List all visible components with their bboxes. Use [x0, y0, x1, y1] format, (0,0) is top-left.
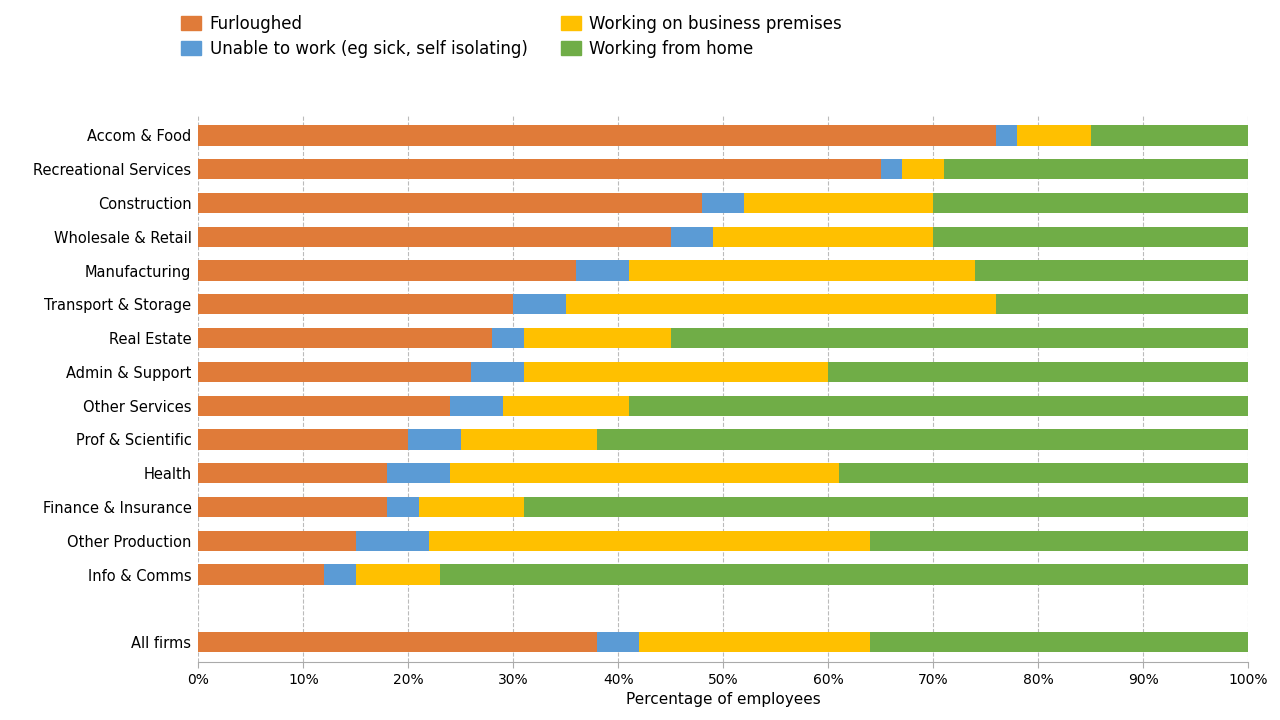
Bar — [408, 429, 461, 449]
Legend: Furloughed, Unable to work (eg sick, self isolating), Working on business premis: Furloughed, Unable to work (eg sick, sel… — [175, 9, 849, 64]
Bar — [933, 227, 1248, 247]
Bar — [713, 227, 933, 247]
Bar — [198, 294, 513, 315]
Bar — [503, 395, 628, 416]
Bar — [1091, 125, 1248, 145]
Bar — [198, 632, 598, 652]
Bar — [838, 463, 1248, 483]
Bar — [461, 429, 598, 449]
Bar — [524, 497, 1248, 517]
Bar — [429, 531, 870, 551]
Bar — [524, 361, 828, 382]
Bar — [451, 395, 503, 416]
Bar — [566, 294, 996, 315]
Bar — [901, 159, 943, 179]
Bar — [198, 463, 388, 483]
Bar — [628, 261, 975, 281]
Bar — [870, 531, 1248, 551]
Bar — [828, 361, 1248, 382]
Bar — [744, 193, 933, 213]
Bar — [198, 125, 996, 145]
Bar — [671, 328, 1248, 348]
Bar — [451, 463, 838, 483]
Bar — [324, 564, 356, 585]
Bar — [881, 159, 901, 179]
Bar — [388, 497, 419, 517]
Bar — [933, 193, 1248, 213]
Bar — [198, 361, 471, 382]
Bar — [198, 564, 324, 585]
Bar — [198, 395, 451, 416]
Bar — [198, 227, 671, 247]
Bar — [198, 531, 356, 551]
Bar — [870, 632, 1248, 652]
Bar — [524, 328, 671, 348]
Bar — [996, 294, 1248, 315]
Bar — [388, 463, 451, 483]
Bar — [356, 564, 440, 585]
Bar — [1018, 125, 1091, 145]
Bar — [598, 429, 1248, 449]
Bar — [198, 261, 576, 281]
Bar — [198, 497, 388, 517]
Bar — [198, 159, 881, 179]
Bar — [996, 125, 1018, 145]
Bar — [493, 328, 524, 348]
Bar — [440, 564, 1248, 585]
Bar — [628, 395, 1248, 416]
Bar — [576, 261, 628, 281]
Bar — [419, 497, 524, 517]
Bar — [639, 632, 870, 652]
Bar — [471, 361, 524, 382]
Bar — [703, 193, 744, 213]
X-axis label: Percentage of employees: Percentage of employees — [626, 693, 820, 707]
Bar — [671, 227, 713, 247]
Bar — [513, 294, 566, 315]
Bar — [198, 328, 493, 348]
Bar — [198, 193, 703, 213]
Bar — [598, 632, 639, 652]
Bar — [975, 261, 1248, 281]
Bar — [943, 159, 1248, 179]
Bar — [356, 531, 429, 551]
Bar — [198, 429, 408, 449]
